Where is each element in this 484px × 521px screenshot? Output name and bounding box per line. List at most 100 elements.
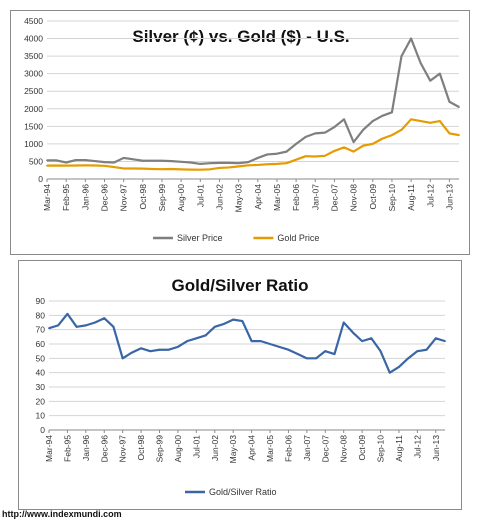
x-tick-label: Feb-95	[62, 435, 72, 462]
data-point	[448, 100, 451, 103]
data-point	[94, 160, 96, 162]
x-tick-label: Jan-96	[80, 184, 90, 210]
legend-label: Gold Price	[277, 233, 319, 243]
data-point	[410, 37, 412, 40]
y-tick-label: 50	[36, 353, 46, 363]
data-point	[278, 345, 281, 348]
x-tick-label: May-03	[228, 435, 238, 464]
data-point	[256, 164, 259, 166]
data-point	[352, 141, 355, 144]
data-point	[425, 348, 428, 351]
data-point	[371, 120, 374, 122]
data-point	[304, 135, 307, 138]
data-point	[94, 321, 96, 324]
data-point	[189, 161, 192, 164]
data-point	[122, 157, 125, 159]
series-line-silver-price	[47, 37, 460, 166]
x-tick-label: Dec-07	[320, 435, 330, 463]
data-point	[74, 159, 77, 161]
data-point	[379, 350, 382, 353]
data-point	[180, 160, 183, 163]
data-point	[438, 120, 441, 122]
series-line-gold-silver-ratio	[48, 312, 446, 374]
x-tick-label: Jul-12	[412, 435, 422, 458]
data-point	[237, 162, 240, 165]
x-tick-label: Aug-11	[394, 435, 404, 462]
data-point	[266, 163, 269, 166]
x-tick-label: Dec-07	[329, 184, 339, 212]
data-point	[259, 340, 262, 343]
x-tick-label: Mar-05	[265, 435, 275, 462]
data-point	[237, 165, 240, 168]
y-tick-label: 2000	[24, 104, 43, 114]
data-point	[151, 159, 154, 162]
data-point	[315, 357, 317, 360]
data-point	[228, 161, 230, 164]
data-point	[213, 325, 216, 328]
x-tick-label: Jan-07	[302, 435, 312, 461]
data-point	[189, 168, 192, 171]
data-point	[419, 62, 422, 65]
data-point	[84, 324, 87, 327]
data-point	[285, 162, 288, 165]
data-point	[218, 161, 221, 164]
gold-silver-ratio-chart-panel: Gold/Silver Ratio 0 10 20 30 40 50 60 70 80 90 Mar-…	[18, 260, 462, 510]
x-tick-label: Dec-96	[99, 184, 109, 212]
data-point	[161, 168, 163, 171]
x-tick-label: Aug-00	[173, 435, 183, 463]
x-tick-label: Mar-05	[272, 184, 282, 211]
data-point	[46, 159, 48, 162]
x-tick-label: Apr-04	[253, 184, 263, 210]
data-point	[132, 158, 135, 161]
silver-gold-chart-panel: Silver (¢) vs. Gold ($) - U.S. 0 500 1000 15…	[10, 10, 470, 255]
data-point	[444, 340, 446, 343]
data-point	[256, 157, 259, 159]
data-point	[333, 353, 336, 355]
data-point	[362, 144, 365, 147]
data-point	[434, 337, 437, 340]
y-tick-label: 1000	[24, 139, 43, 149]
data-point	[324, 350, 327, 353]
source-url: http://www.indexmundi.com	[2, 509, 122, 519]
x-tick-label: May-03	[234, 184, 244, 213]
x-tick-label: Feb-95	[61, 184, 71, 211]
x-tick-label: Sep-99	[157, 184, 167, 212]
data-point	[161, 159, 163, 162]
x-tick-label: Aug-00	[176, 184, 186, 212]
y-tick-label: 0	[40, 425, 45, 435]
data-point	[113, 161, 115, 164]
data-point	[407, 357, 410, 360]
silver-gold-chart: Silver (¢) vs. Gold ($) - U.S. 0 500 1000 15…	[24, 16, 460, 243]
data-point	[228, 166, 230, 169]
data-point	[247, 164, 250, 167]
x-tick-label: Jun-02	[214, 184, 224, 210]
chart-title: Silver (¢) vs. Gold ($) - U.S.	[132, 27, 349, 46]
data-point	[438, 72, 441, 75]
data-point	[151, 168, 154, 170]
data-point	[371, 142, 374, 145]
x-tick-label: Jun-13	[431, 435, 441, 461]
data-point	[295, 158, 298, 161]
data-point	[276, 152, 278, 155]
legend-label: Silver Price	[177, 233, 223, 243]
x-tick-label: Oct-98	[136, 435, 146, 461]
data-point	[141, 159, 144, 162]
x-tick-label: Aug-11	[406, 184, 416, 211]
y-tick-label: 30	[36, 382, 46, 392]
data-point	[343, 146, 345, 149]
data-point	[458, 106, 460, 108]
data-point	[218, 167, 221, 169]
x-tick-label: Jul-01	[195, 184, 205, 207]
data-point	[57, 324, 60, 327]
y-tick-label: 1500	[24, 121, 43, 131]
data-point	[65, 164, 68, 167]
data-point	[276, 163, 278, 165]
data-point	[55, 159, 58, 162]
data-point	[195, 337, 198, 340]
data-point	[141, 167, 144, 170]
data-point	[342, 321, 345, 324]
data-point	[74, 164, 77, 167]
x-tick-label: Dec-96	[99, 435, 109, 463]
x-tick-label: Jan-96	[81, 435, 91, 461]
data-point	[250, 340, 253, 343]
